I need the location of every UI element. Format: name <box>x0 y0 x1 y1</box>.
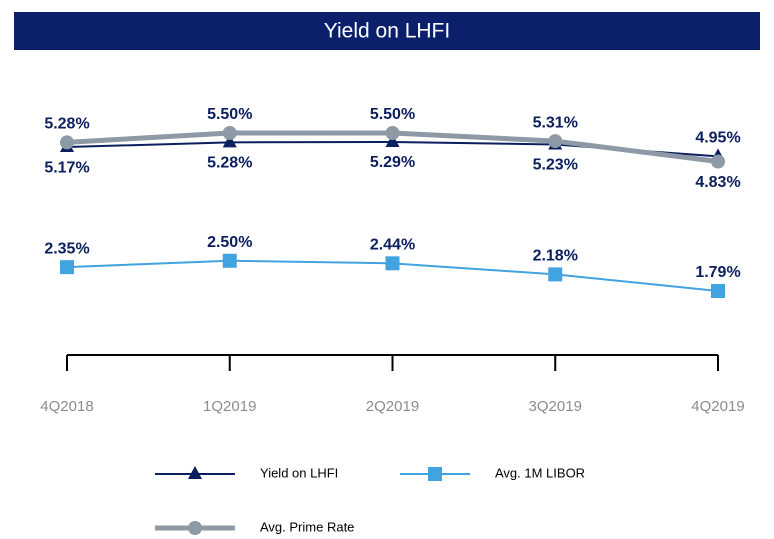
marker <box>385 133 400 147</box>
marker <box>548 134 563 149</box>
data-label: 5.29% <box>370 154 415 171</box>
data-label: 2.18% <box>533 248 578 265</box>
data-label: 2.44% <box>370 237 415 254</box>
chart-title: Yield on LHFI <box>324 20 450 43</box>
marker <box>428 467 442 481</box>
legend-label: Yield on LHFI <box>260 465 338 480</box>
data-label: 5.23% <box>533 157 578 174</box>
data-label: 5.28% <box>44 116 89 133</box>
marker <box>222 126 237 140</box>
marker <box>60 260 74 275</box>
data-label: 4.95% <box>695 130 740 147</box>
legend-label: Avg. 1M LIBOR <box>495 465 585 480</box>
x-tick-label: 2Q2019 <box>366 398 419 415</box>
legend-label: Avg. Prime Rate <box>260 519 354 534</box>
data-label: 5.28% <box>207 155 252 172</box>
x-tick-label: 4Q2019 <box>691 398 744 415</box>
data-label: 5.31% <box>533 114 578 131</box>
marker <box>188 466 202 479</box>
marker <box>711 154 725 169</box>
marker <box>385 126 400 140</box>
title-bar <box>14 12 760 50</box>
marker <box>548 267 563 282</box>
data-label: 5.17% <box>44 159 89 176</box>
x-tick-label: 3Q2019 <box>529 398 582 415</box>
data-label: 4.83% <box>695 174 740 191</box>
marker <box>711 284 725 298</box>
marker <box>222 253 237 268</box>
x-tick-label: 4Q2018 <box>40 398 93 415</box>
data-label: 5.50% <box>370 106 415 123</box>
data-label: 2.35% <box>44 240 89 257</box>
x-tick-label: 1Q2019 <box>203 398 256 415</box>
marker <box>385 256 400 271</box>
data-label: 1.79% <box>695 264 740 281</box>
data-label: 2.50% <box>207 234 252 251</box>
data-label: 5.50% <box>207 106 252 123</box>
marker <box>60 135 74 150</box>
marker <box>188 521 202 535</box>
marker <box>222 134 237 148</box>
